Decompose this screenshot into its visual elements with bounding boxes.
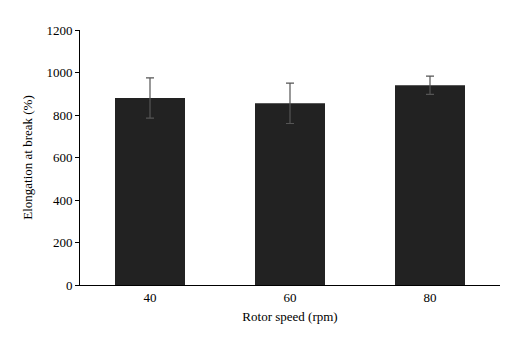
svg-text:60: 60 xyxy=(284,290,297,305)
svg-text:1200: 1200 xyxy=(46,23,72,38)
svg-text:80: 80 xyxy=(424,290,437,305)
svg-text:400: 400 xyxy=(53,193,73,208)
svg-text:1000: 1000 xyxy=(46,65,72,80)
svg-text:800: 800 xyxy=(53,108,73,123)
svg-text:Rotor speed (rpm): Rotor speed (rpm) xyxy=(242,309,337,324)
svg-text:Elongation at break (%): Elongation at break (%) xyxy=(20,95,35,220)
svg-text:200: 200 xyxy=(53,235,73,250)
svg-text:0: 0 xyxy=(66,278,73,293)
svg-text:40: 40 xyxy=(144,290,157,305)
svg-text:600: 600 xyxy=(53,150,73,165)
